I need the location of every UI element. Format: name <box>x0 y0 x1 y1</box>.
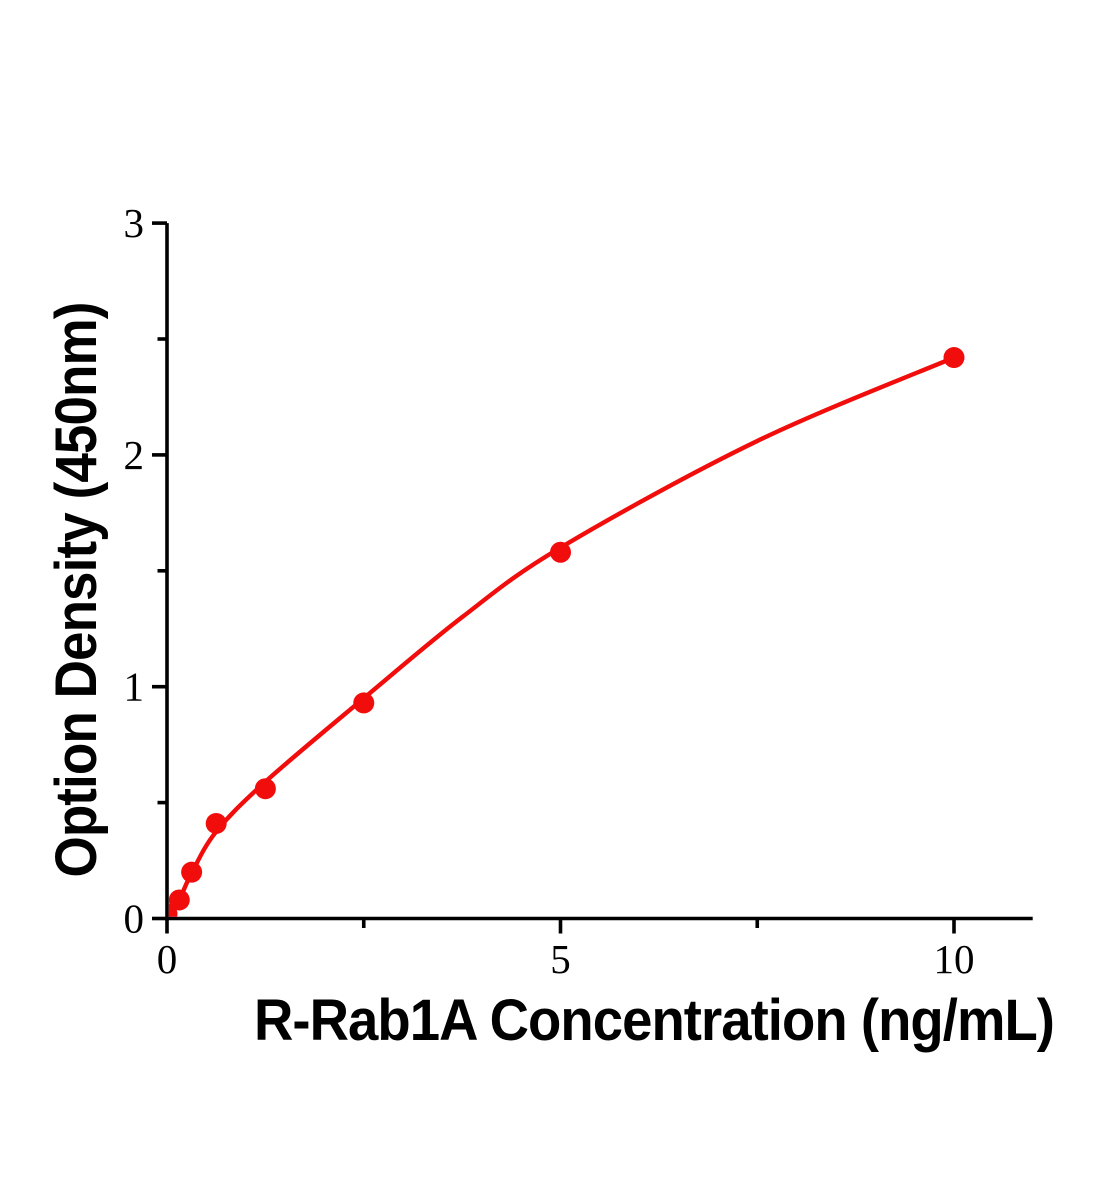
axes: 0 5 10 0 1 2 3 <box>124 200 1033 982</box>
x-axis-title: R-Rab1A Concentration (ng/mL) <box>254 988 1054 1053</box>
y-tick-label: 0 <box>124 896 145 942</box>
fit-curve-layer <box>168 355 955 917</box>
data-point-marker <box>168 889 190 911</box>
x-tick-label: 5 <box>550 936 571 982</box>
data-points-layer <box>168 347 965 917</box>
data-point-marker <box>353 692 375 714</box>
y-axis-title: Option Density (450nm) <box>44 303 109 878</box>
fit-curve <box>168 355 955 917</box>
data-point-marker <box>168 903 178 917</box>
data-point-marker <box>254 778 276 800</box>
x-tick-label: 0 <box>157 936 178 982</box>
y-tick-label: 1 <box>124 664 145 710</box>
y-tick-label: 2 <box>124 432 145 478</box>
y-tick-label: 3 <box>124 200 145 246</box>
data-point-marker <box>205 812 227 834</box>
data-point-marker <box>181 861 203 883</box>
data-point-marker <box>550 541 571 563</box>
x-tick-label: 10 <box>934 936 975 982</box>
data-point-marker <box>943 347 965 369</box>
